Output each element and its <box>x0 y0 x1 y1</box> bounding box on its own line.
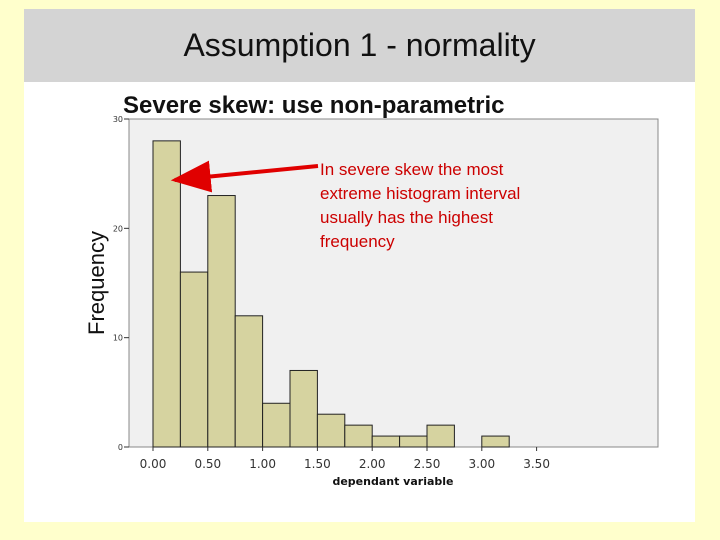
histogram-bar <box>179 271 209 448</box>
x-tick-label: 0.00 <box>140 457 167 471</box>
histogram-bar <box>481 435 510 448</box>
annotation-line: In severe skew the most <box>320 160 504 179</box>
x-axis-label: dependant variable <box>332 475 453 488</box>
x-tick-label: 3.50 <box>523 457 550 471</box>
histogram-bar <box>262 402 291 448</box>
annotation-line: usually has the highest <box>320 208 493 227</box>
annotation-line: frequency <box>320 232 395 251</box>
x-tick-label: 0.50 <box>194 457 221 471</box>
histogram-bar <box>234 315 264 448</box>
annotation-text: In severe skew the most extreme histogram… <box>320 160 520 251</box>
axes-layer: 0.00 0.50 1.00 1.50 2.00 2.50 3.00 3.50 0 10 20 30 <box>113 115 550 471</box>
slide: Assumption 1 - normality Severe skew: us… <box>24 9 695 522</box>
annotation-line: extreme histogram interval <box>320 184 520 203</box>
chart-title: Severe skew: use non-parametric <box>123 92 505 119</box>
y-axis-label: Frequency <box>84 231 109 335</box>
histogram-bar <box>289 369 318 448</box>
x-tick-label: 2.50 <box>414 457 441 471</box>
histogram-bar <box>207 195 236 448</box>
x-tick-label: 1.50 <box>304 457 331 471</box>
y-tick-label: 30 <box>113 115 123 124</box>
slide-title: Assumption 1 - normality <box>183 27 536 63</box>
histogram-bar <box>426 424 455 448</box>
histogram-chart: Severe skew: use non-parametric Frequenc… <box>84 92 659 488</box>
histogram-bar <box>152 140 181 448</box>
y-tick-label: 10 <box>113 334 123 343</box>
histogram-bar <box>399 435 428 448</box>
annotation: In severe skew the most extreme histogram… <box>170 160 520 251</box>
x-tick-label: 3.00 <box>468 457 495 471</box>
x-tick-label: 2.00 <box>359 457 386 471</box>
title-bar: Assumption 1 - normality <box>24 9 695 82</box>
annotation-arrow <box>170 160 319 193</box>
y-tick-label: 0 <box>118 443 123 452</box>
histogram-bar <box>371 435 401 448</box>
y-tick-label: 20 <box>113 224 123 233</box>
histogram-bar <box>344 424 373 448</box>
histogram-bar <box>316 413 346 448</box>
x-tick-label: 1.00 <box>249 457 276 471</box>
